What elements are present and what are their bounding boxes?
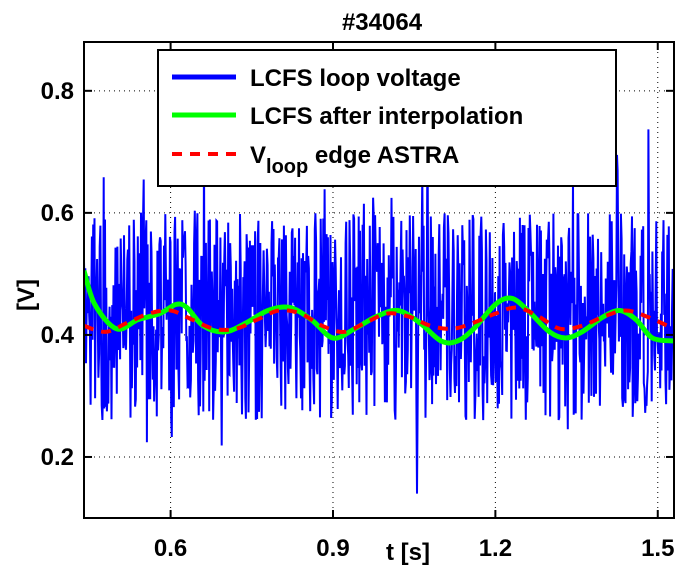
- series-line-loop-voltage: [84, 118, 674, 494]
- axes-frame: [83, 41, 675, 519]
- y-tick-label: 0.2: [41, 444, 74, 471]
- legend-box: [157, 49, 617, 187]
- y-tick-label: 0.6: [41, 200, 74, 227]
- x-axis-label: t [s]: [386, 539, 430, 566]
- x-tick-label: 1.5: [641, 535, 674, 562]
- y-tick-label: 0.4: [41, 322, 75, 349]
- legend-label: Vloop edge ASTRA: [250, 142, 459, 178]
- y-axis-label: [V]: [13, 279, 40, 311]
- legend-label: LCFS after interpolation: [250, 103, 523, 130]
- x-tick-label: 0.6: [154, 535, 187, 562]
- series-line-astra: [84, 305, 674, 334]
- chart-title: #34064: [342, 9, 423, 36]
- x-tick-label: 0.9: [316, 535, 349, 562]
- plot-area: 0.6 0.9 1.2 1.5 0.2 0.4 0.6 0.8 LCFS loop voltag…: [41, 41, 675, 562]
- x-tick-label: 1.2: [479, 535, 512, 562]
- legend-label: LCFS loop voltage: [250, 65, 461, 92]
- y-tick-label: 0.8: [41, 78, 74, 105]
